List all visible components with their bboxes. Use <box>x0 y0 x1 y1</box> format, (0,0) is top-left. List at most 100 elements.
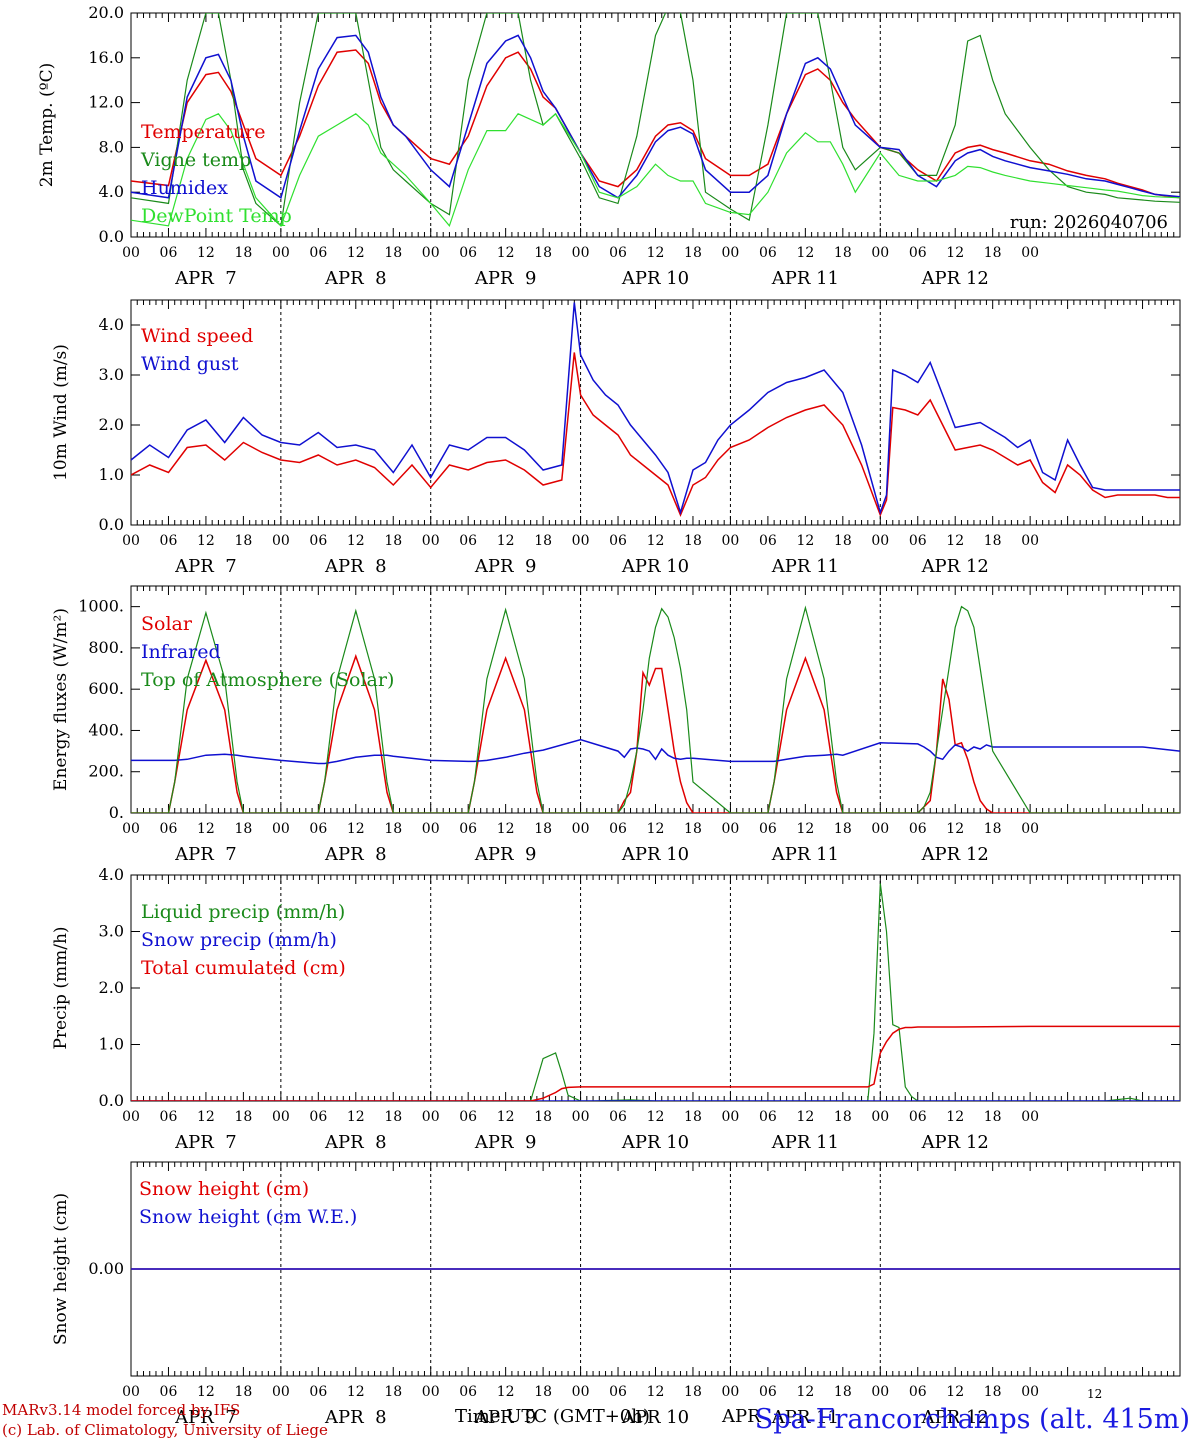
x-tick-label: 06 <box>309 245 327 261</box>
day-label: APR 8 <box>324 1132 387 1153</box>
series-line-wind-gust <box>131 302 1180 516</box>
series-line-liquid-precip-mm-h- <box>131 883 1180 1101</box>
x-tick-label: 18 <box>684 245 702 261</box>
x-tick-label: 06 <box>459 533 477 549</box>
x-tick-label: 18 <box>384 245 402 261</box>
y-tick-label: 0. <box>109 803 124 822</box>
y-tick-label: 8.0 <box>99 137 124 156</box>
legend-entry: Top of Atmosphere (Solar) <box>141 669 394 691</box>
x-tick-label: 18 <box>534 245 552 261</box>
x-tick-label: 18 <box>384 533 402 549</box>
x-tick-label: 00 <box>122 1109 140 1125</box>
panel-frame <box>130 585 1181 814</box>
day-label: APR 9 <box>474 268 537 289</box>
x-tick-label: 00 <box>122 245 140 261</box>
day-label: APR 12 <box>921 556 989 577</box>
day-label: APR 9 <box>474 844 537 865</box>
x-tick-label: 06 <box>160 533 178 549</box>
x-tick-label: 18 <box>984 1109 1002 1125</box>
x-tick-label: 12 <box>497 245 515 261</box>
panel-frame <box>130 299 1181 526</box>
day-label: APR 8 <box>324 1407 387 1428</box>
x-tick-label: 12 <box>647 1384 665 1400</box>
day-label: APR 12 <box>921 1132 989 1153</box>
x-tick-label: 18 <box>534 533 552 549</box>
x-tick-label: 00 <box>572 1109 590 1125</box>
x-tick-label: 12 <box>796 821 814 837</box>
legend-entry: Total cumulated (cm) <box>141 957 346 979</box>
x-tick-label: 06 <box>459 245 477 261</box>
y-tick-label: 16.0 <box>88 48 124 67</box>
day-label: APR 9 <box>474 1407 537 1428</box>
x-tick-label: 12 <box>347 1384 365 1400</box>
y-tick-label: 1.0 <box>99 465 124 484</box>
y-tick-label: 0.0 <box>99 515 124 534</box>
x-tick-label: 00 <box>572 533 590 549</box>
x-tick-label: 00 <box>272 1384 290 1400</box>
x-tick-label: 12 <box>647 245 665 261</box>
y-tick-label: 0.0 <box>99 1091 124 1110</box>
x-tick-label: 12 <box>197 1384 215 1400</box>
x-tick-label: 18 <box>984 1384 1002 1400</box>
y-tick-label: 800. <box>88 638 124 657</box>
x-tick-label: 12 <box>946 533 964 549</box>
day-label: APR 7 <box>174 556 237 577</box>
x-tick-label: 06 <box>609 1384 627 1400</box>
legend-entry: Humidex <box>141 177 228 199</box>
x-tick-label: 12 <box>946 245 964 261</box>
y-tick-label: 200. <box>88 762 124 781</box>
panel-temp: 0.0 4.0 8.0 12.0 16.0 20.0 2m Temp. (ºC) 00 06 12… <box>37 3 1181 289</box>
day-label: APR 9 <box>474 556 537 577</box>
x-tick-label: 00 <box>122 821 140 837</box>
y-tick-label: 4.0 <box>99 182 124 201</box>
day-label: APR 7 <box>174 844 237 865</box>
legend-entry: Wind speed <box>141 325 253 347</box>
day-label: APR 11 <box>771 844 839 865</box>
x-tick-label: 18 <box>984 245 1002 261</box>
x-tick-label: 12 <box>197 1109 215 1125</box>
x-tick-label: 12 <box>647 533 665 549</box>
x-tick-label: 06 <box>909 1384 927 1400</box>
x-tick-label: 00 <box>272 821 290 837</box>
day-label: APR 9 <box>474 1132 537 1153</box>
legend-entry: Solar <box>141 613 193 635</box>
legend-entry: Vigne temp <box>140 149 251 171</box>
x-tick-label: 00 <box>272 245 290 261</box>
y-axis-label: Energy fluxes (W/m²) <box>51 608 71 791</box>
x-tick-label: 12 <box>647 1109 665 1125</box>
x-tick-label: 06 <box>759 1384 777 1400</box>
x-tick-label: 00 <box>722 533 740 549</box>
x-tick-label: 12 <box>497 1109 515 1125</box>
day-label: APR 10 <box>621 1407 689 1428</box>
x-tick-label: 18 <box>834 821 852 837</box>
x-tick-label: 06 <box>309 1109 327 1125</box>
x-tick-label: 12 <box>347 533 365 549</box>
y-tick-label: 12.0 <box>88 93 124 112</box>
x-tick-label: 06 <box>160 821 178 837</box>
x-tick-label: 18 <box>984 821 1002 837</box>
x-tick-label: 12 <box>197 821 215 837</box>
day-label: APR 11 <box>771 1132 839 1153</box>
day-label: APR 12 <box>921 844 989 865</box>
run-label: run: 2026040706 <box>1010 212 1168 233</box>
day-label: APR 10 <box>621 268 689 289</box>
x-tick-label: 06 <box>909 1109 927 1125</box>
x-tick-label: 00 <box>1021 245 1039 261</box>
x-tick-label: 06 <box>609 533 627 549</box>
series-line-wind-speed <box>131 352 1180 518</box>
day-label: APR 10 <box>621 844 689 865</box>
x-tick-label: 06 <box>609 821 627 837</box>
x-tick-label: 06 <box>609 245 627 261</box>
x-tick-label: 18 <box>684 533 702 549</box>
day-label: APR 11 <box>771 1407 839 1428</box>
day-label: APR 8 <box>324 556 387 577</box>
x-tick-label: 18 <box>534 1384 552 1400</box>
series-line-temperature <box>131 49 1180 199</box>
x-tick-label: 06 <box>459 1109 477 1125</box>
legend-entry: Infrared <box>141 641 221 663</box>
x-tick-label: 00 <box>722 1109 740 1125</box>
x-tick-label: 06 <box>309 821 327 837</box>
x-tick-label: 12 <box>497 533 515 549</box>
legend-entry: DewPoint Temp <box>141 205 292 227</box>
